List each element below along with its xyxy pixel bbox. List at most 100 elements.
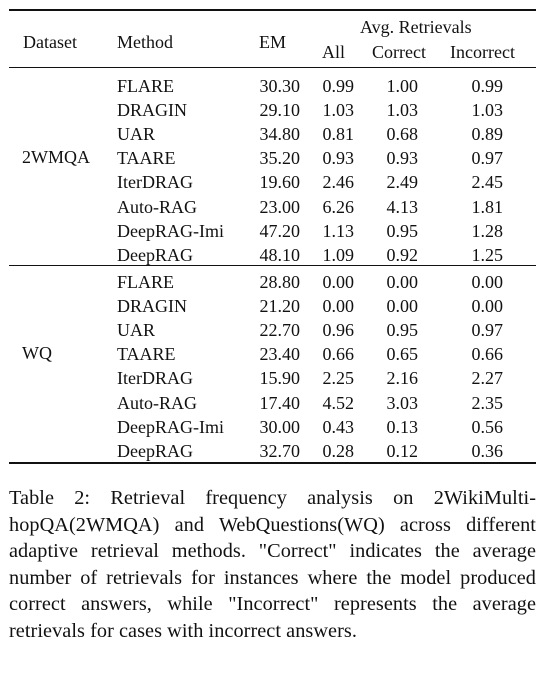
method-cell: TAARE [117, 148, 176, 169]
correct-cell: 0.00 [386, 296, 419, 317]
correct-cell: 2.49 [386, 172, 419, 193]
dataset-label-group-1: 2WMQA [22, 147, 90, 167]
table-caption: Table 2: Retrieval frequency analysis on… [9, 487, 536, 642]
all-cell: 0.81 [322, 124, 355, 145]
incorrect-cell: 0.36 [471, 440, 504, 461]
table-row: Auto-RAG 23.00 6.26 4.13 1.81 [0, 195, 545, 219]
header-bottom-rule [9, 67, 536, 68]
correct-cell: 0.13 [386, 416, 419, 437]
table-row: FLARE 28.80 0.00 0.00 0.00 [0, 270, 545, 294]
table-row: DeepRAG 32.70 0.28 0.12 0.36 [0, 439, 545, 463]
incorrect-cell: 0.66 [471, 344, 504, 365]
method-cell: DRAGIN [117, 100, 187, 121]
all-cell: 0.66 [322, 344, 355, 365]
all-cell: 0.00 [322, 296, 355, 317]
method-cell: FLARE [117, 272, 175, 292]
incorrect-cell: 2.45 [471, 172, 504, 193]
incorrect-cell: 1.25 [471, 244, 504, 265]
method-cell: FLARE [117, 76, 175, 96]
correct-cell: 0.65 [386, 344, 419, 365]
em-cell: 21.20 [259, 296, 301, 317]
method-cell: UAR [117, 124, 156, 145]
incorrect-cell: 1.28 [471, 220, 504, 241]
correct-cell: 0.00 [386, 272, 419, 292]
incorrect-cell: 2.35 [471, 392, 504, 413]
all-cell: 0.43 [322, 416, 355, 437]
em-cell: 32.70 [259, 440, 301, 461]
incorrect-cell: 0.89 [471, 124, 504, 145]
all-cell: 2.46 [322, 172, 355, 193]
header-em: EM [259, 32, 286, 52]
all-cell: 4.52 [322, 392, 355, 413]
correct-cell: 0.12 [386, 440, 419, 461]
method-cell: TAARE [117, 344, 176, 365]
method-cell: DeepRAG-Imi [117, 416, 224, 437]
all-cell: 0.93 [322, 148, 355, 169]
em-cell: 28.80 [259, 272, 301, 292]
em-cell: 30.30 [259, 76, 301, 96]
incorrect-cell: 0.56 [471, 416, 504, 437]
method-cell: IterDRAG [117, 368, 193, 389]
correct-cell: 2.16 [386, 368, 419, 389]
em-cell: 19.60 [259, 172, 301, 193]
table-top-rule [9, 9, 536, 11]
header-method: Method [117, 32, 173, 52]
table-row: DeepRAG-Imi 47.20 1.13 0.95 1.28 [0, 219, 545, 243]
table-row: DRAGIN 29.10 1.03 1.03 1.03 [0, 98, 545, 122]
em-cell: 23.00 [259, 196, 301, 217]
em-cell: 48.10 [259, 244, 301, 265]
all-cell: 1.09 [322, 244, 355, 265]
em-cell: 17.40 [259, 392, 301, 413]
header-avg-retrievals: Avg. Retrievals [360, 17, 472, 37]
em-cell: 30.00 [259, 416, 301, 437]
table-row: IterDRAG 19.60 2.46 2.49 2.45 [0, 170, 545, 194]
correct-cell: 1.00 [386, 76, 419, 96]
em-cell: 23.40 [259, 344, 301, 365]
table-row: DRAGIN 21.20 0.00 0.00 0.00 [0, 294, 545, 318]
method-cell: Auto-RAG [117, 392, 197, 413]
all-cell: 2.25 [322, 368, 355, 389]
method-cell: DeepRAG [117, 440, 193, 461]
incorrect-cell: 0.99 [471, 76, 504, 96]
em-cell: 35.20 [259, 148, 301, 169]
table-row: DeepRAG 48.10 1.09 0.92 1.25 [0, 243, 545, 267]
all-cell: 0.00 [322, 272, 355, 292]
header-correct: Correct [372, 42, 426, 62]
method-cell: DRAGIN [117, 296, 187, 317]
em-cell: 29.10 [259, 100, 301, 121]
table-row: FLARE 30.30 0.99 1.00 0.99 [0, 74, 545, 98]
group-separator-rule [9, 265, 536, 266]
all-cell: 6.26 [322, 196, 355, 217]
correct-cell: 0.92 [386, 244, 419, 265]
incorrect-cell: 0.00 [471, 272, 504, 292]
correct-cell: 0.95 [386, 220, 419, 241]
em-cell: 34.80 [259, 124, 301, 145]
incorrect-cell: 2.27 [471, 368, 504, 389]
method-cell: IterDRAG [117, 172, 193, 193]
table-row: TAARE 35.20 0.93 0.93 0.97 [0, 146, 545, 170]
table-bottom-rule [9, 462, 536, 464]
table-row: UAR 34.80 0.81 0.68 0.89 [0, 122, 545, 146]
incorrect-cell: 0.97 [471, 148, 504, 169]
method-cell: UAR [117, 320, 156, 341]
method-cell: DeepRAG-Imi [117, 220, 224, 241]
all-cell: 0.28 [322, 440, 355, 461]
correct-cell: 0.68 [386, 124, 419, 145]
incorrect-cell: 0.00 [471, 296, 504, 317]
correct-cell: 4.13 [386, 196, 419, 217]
correct-cell: 1.03 [386, 100, 419, 121]
all-cell: 1.13 [322, 220, 355, 241]
table-row: Auto-RAG 17.40 4.52 3.03 2.35 [0, 391, 545, 415]
header-incorrect: Incorrect [450, 42, 515, 62]
correct-cell: 3.03 [386, 392, 419, 413]
all-cell: 0.99 [322, 76, 355, 96]
all-cell: 0.96 [322, 320, 355, 341]
incorrect-cell: 0.97 [471, 320, 504, 341]
table-row: UAR 22.70 0.96 0.95 0.97 [0, 318, 545, 342]
em-cell: 47.20 [259, 220, 301, 241]
method-cell: Auto-RAG [117, 196, 197, 217]
incorrect-cell: 1.03 [471, 100, 504, 121]
header-all: All [322, 42, 346, 62]
method-cell: DeepRAG [117, 244, 193, 265]
em-cell: 22.70 [259, 320, 301, 341]
